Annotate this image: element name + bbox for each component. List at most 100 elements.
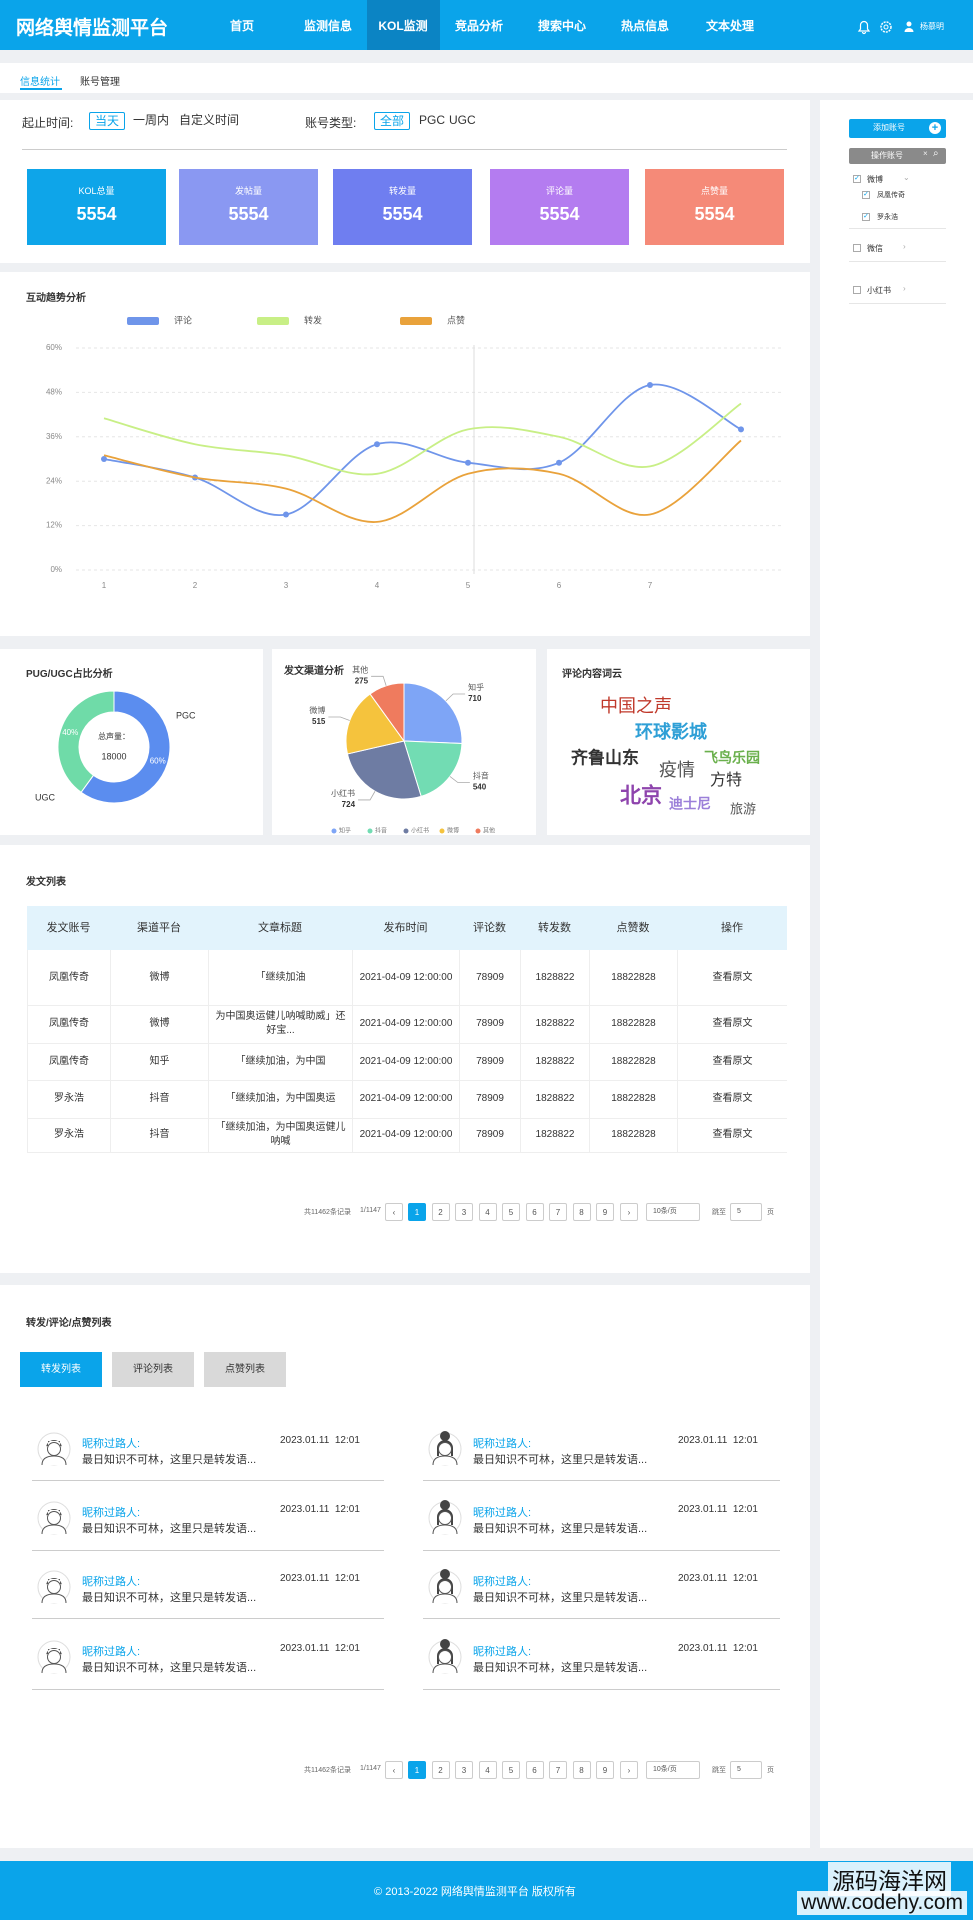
commenter-name[interactable]: 昵称过路人: xyxy=(473,1646,532,1658)
page-size-select[interactable]: 10条/页 xyxy=(646,1761,700,1779)
tree-child-label[interactable]: 罗永浩 xyxy=(877,214,898,221)
page-size-label: 10条/页 xyxy=(653,1766,677,1773)
pager-number[interactable]: 8 xyxy=(572,1203,591,1221)
pie-leader xyxy=(445,693,466,702)
pager-number[interactable]: 8 xyxy=(572,1761,591,1779)
add-account-button[interactable]: 添加账号 + xyxy=(849,119,946,138)
checkbox[interactable]: ✓ xyxy=(862,191,870,199)
tree-label[interactable]: 小红书 xyxy=(867,286,891,295)
tree-label[interactable]: 微博 xyxy=(867,175,883,184)
nav-item[interactable]: 竞品分析 xyxy=(454,19,503,33)
pager-number[interactable]: 3 xyxy=(455,1203,473,1221)
pager-next[interactable]: › xyxy=(620,1203,638,1221)
donut-slice xyxy=(57,690,115,794)
commenter-name[interactable]: 昵称过路人: xyxy=(473,1438,532,1450)
commenter-name[interactable]: 昵称过路人: xyxy=(82,1507,141,1519)
commenter-name[interactable]: 昵称过路人: xyxy=(82,1438,141,1450)
view-link[interactable]: 查看原文 xyxy=(677,1118,787,1152)
user-icon xyxy=(904,28,914,32)
checkbox[interactable]: ✓ xyxy=(862,213,870,221)
subnav-tab[interactable]: 账号管理 xyxy=(80,77,120,88)
filter-option[interactable]: 当天 xyxy=(89,112,126,130)
activity-tab[interactable]: 评论列表 xyxy=(112,1352,194,1387)
pager-number[interactable]: 3 xyxy=(455,1761,473,1779)
page-size-select[interactable]: 10条/页 xyxy=(646,1203,700,1221)
pager-prev[interactable]: ‹ xyxy=(385,1203,403,1221)
checkbox[interactable]: ✓ xyxy=(853,175,861,183)
pager-number[interactable]: 2 xyxy=(431,1761,450,1779)
filter-label: 起止时间: xyxy=(22,116,74,130)
view-link[interactable]: 查看原文 xyxy=(677,1005,787,1043)
jump-value: 5 xyxy=(737,1766,741,1773)
tree-chevron[interactable]: ⌄ xyxy=(903,173,910,182)
pager-number[interactable]: 9 xyxy=(596,1761,614,1779)
commenter-name[interactable]: 昵称过路人: xyxy=(82,1576,141,1588)
view-link[interactable]: 查看原文 xyxy=(677,1043,787,1080)
pager-number[interactable]: 5 xyxy=(502,1761,520,1779)
section-title: 转发/评论/点赞列表 xyxy=(26,1318,112,1329)
activity-tab[interactable]: 点赞列表 xyxy=(204,1352,286,1387)
view-link[interactable]: 查看原文 xyxy=(677,1080,787,1118)
filter-option[interactable]: UGC xyxy=(449,113,476,127)
pager-number[interactable]: 9 xyxy=(596,1203,614,1221)
pager-number[interactable]: 7 xyxy=(549,1203,567,1221)
avatar-face xyxy=(438,1650,452,1664)
item-divider xyxy=(32,1480,384,1481)
line-point xyxy=(465,459,471,466)
table-cell: 18822828 xyxy=(589,950,677,1005)
jump-input[interactable]: 5 xyxy=(730,1203,762,1221)
jump-input[interactable]: 5 xyxy=(730,1761,762,1779)
pie-slice xyxy=(345,693,405,755)
pager-number[interactable]: 2 xyxy=(431,1203,450,1221)
filter-option[interactable]: 全部 xyxy=(374,112,411,130)
nav-item[interactable]: 首页 xyxy=(229,19,254,33)
pager-number[interactable]: 4 xyxy=(478,1203,497,1221)
filter-option[interactable]: PGC xyxy=(419,113,446,127)
nav-item[interactable]: 热点信息 xyxy=(620,19,669,33)
subnav-tab[interactable]: 信息统计 xyxy=(20,77,60,88)
stat-value: 5554 xyxy=(694,204,735,224)
checkbox[interactable] xyxy=(853,244,861,252)
pager-number[interactable]: 4 xyxy=(478,1761,497,1779)
table-cell: 18822828 xyxy=(589,1043,677,1080)
pager-number[interactable]: 7 xyxy=(549,1761,567,1779)
checkbox[interactable] xyxy=(853,286,861,294)
pager-prev[interactable]: ‹ xyxy=(385,1761,403,1779)
legend-dot xyxy=(439,828,445,834)
nav-item[interactable]: KOL监测 xyxy=(378,19,428,33)
view-link[interactable]: 查看原文 xyxy=(677,950,787,1005)
pager-number[interactable]: 5 xyxy=(502,1203,520,1221)
trend-card xyxy=(0,272,810,636)
pager-number[interactable]: 1 xyxy=(408,1203,426,1221)
tree-chevron[interactable]: › xyxy=(903,284,906,293)
activity-tab[interactable]: 转发列表 xyxy=(20,1352,102,1387)
row-border xyxy=(27,1152,787,1153)
table-header-cell: 文章标题 xyxy=(258,922,302,934)
filter-option[interactable]: 一周内 xyxy=(133,113,170,127)
legend-label: 抖音 xyxy=(375,827,387,835)
pager-number[interactable]: 6 xyxy=(525,1203,544,1221)
filter-option[interactable]: 自定义时间 xyxy=(179,113,240,127)
footer-text: © 2013-2022 网络舆情监测平台 版权所有 xyxy=(374,1886,576,1898)
cloud-word: 北京 xyxy=(620,784,662,808)
comment-time: 2023.01.11 12:01 xyxy=(280,1435,360,1446)
commenter-name[interactable]: 昵称过路人: xyxy=(473,1576,532,1588)
nav-item[interactable]: 监测信息 xyxy=(303,19,352,33)
pager-number[interactable]: 1 xyxy=(408,1761,426,1779)
tree-label[interactable]: 微信 xyxy=(867,244,883,253)
tree-child-label[interactable]: 凤凰传奇 xyxy=(877,192,905,199)
table-cell: 2021-04-09 12:00:00 xyxy=(352,1080,459,1118)
cloud-word: 疫情 xyxy=(659,760,695,780)
nav-item[interactable]: 搜索中心 xyxy=(537,19,586,33)
pager-next[interactable]: › xyxy=(620,1761,638,1779)
line-series xyxy=(103,439,742,523)
account-search[interactable]: 操作账号 ⌕ × xyxy=(849,148,946,164)
table-cell: 「继续加油，为中国 xyxy=(208,1043,352,1080)
pager-number[interactable]: 6 xyxy=(525,1761,544,1779)
cloud-word: 飞鸟乐园 xyxy=(704,750,760,766)
commenter-name[interactable]: 昵称过路人: xyxy=(82,1646,141,1658)
commenter-name[interactable]: 昵称过路人: xyxy=(473,1507,532,1519)
nav-item[interactable]: 文本处理 xyxy=(705,19,754,33)
donut-center-label: 总声量： xyxy=(98,731,130,741)
tree-chevron[interactable]: › xyxy=(903,242,906,251)
